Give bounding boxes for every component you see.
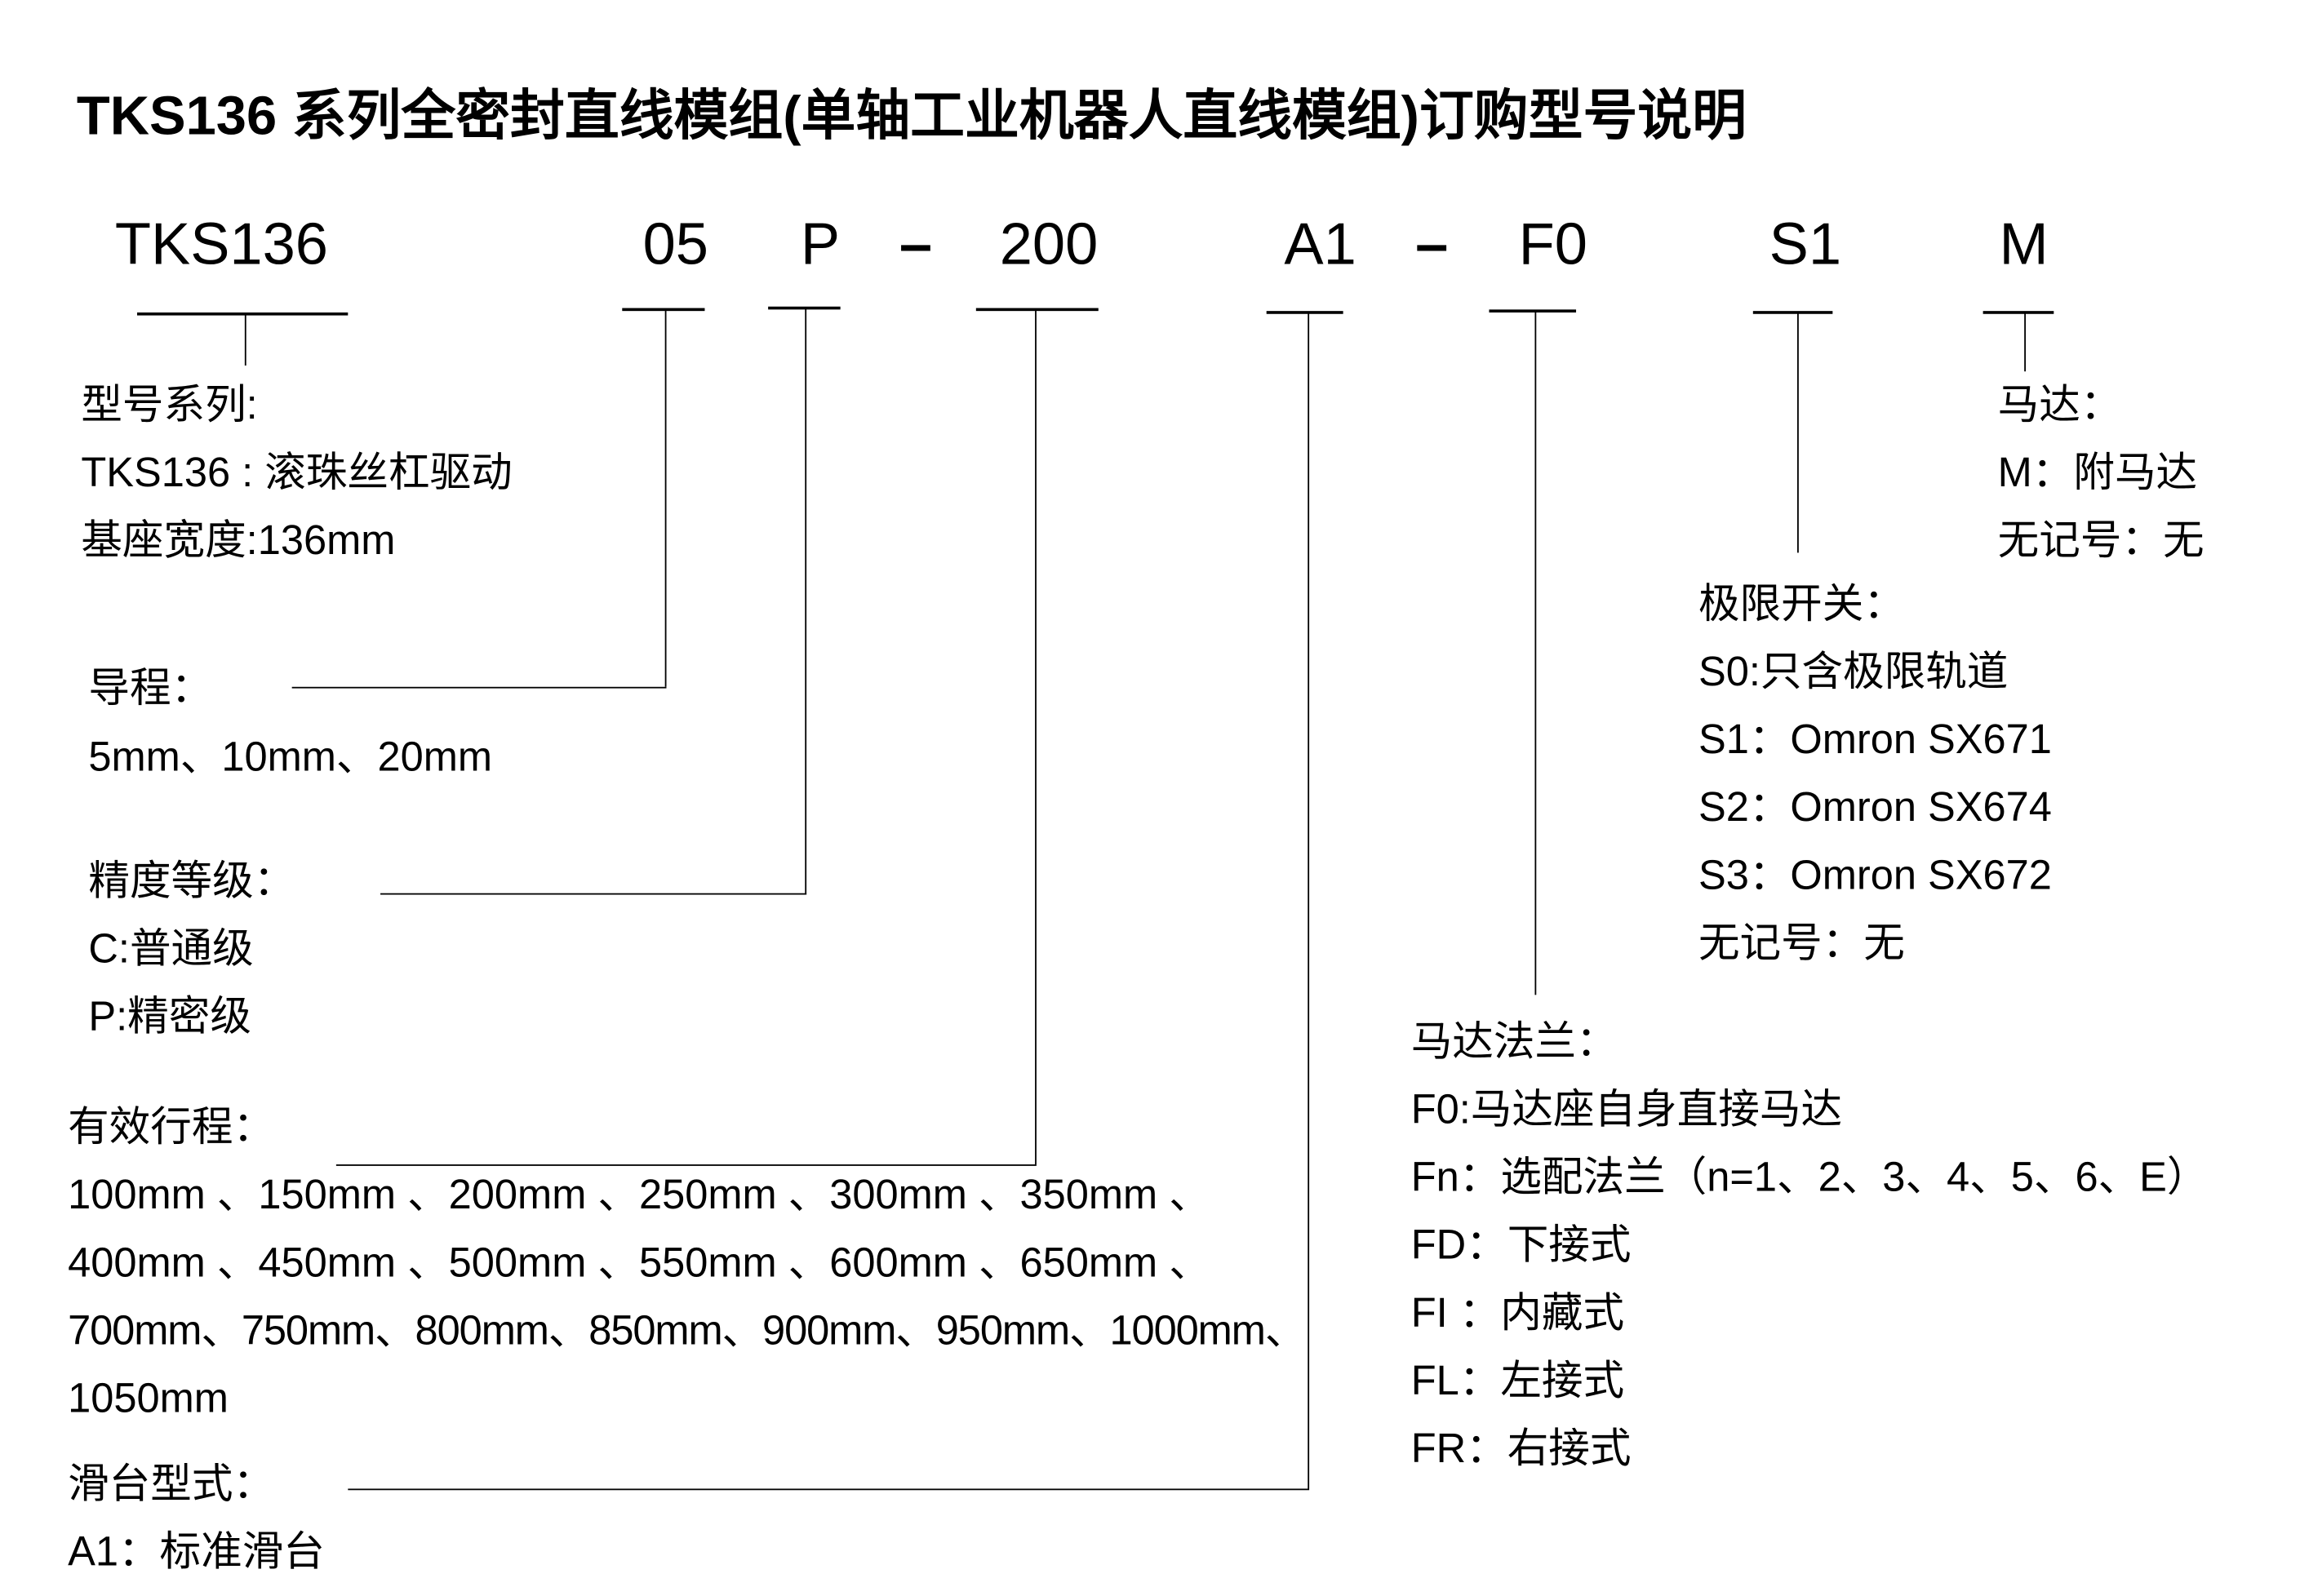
code-motor: M [1999,212,2049,277]
connector-flange [1534,311,1537,995]
underline-switch [1752,311,1833,314]
page-title: TKS136 系列全密封直线模组(单轴工业机器人直线模组)订购型号说明 [76,85,1747,146]
connector-slide-h [348,1488,1310,1491]
switch-option-none: 无记号：无 [1698,920,1905,966]
lead-heading: 导程： [88,664,213,711]
precision-option-c: C:普通级 [88,925,254,972]
motor-option-m: M：附马达 [1997,449,2198,495]
connector-precision-v [805,308,807,895]
flange-heading: 马达法兰： [1410,1018,1618,1065]
switch-heading: 极限开关： [1698,580,1905,627]
flange-option-fr: FR：右接式 [1410,1425,1632,1471]
series-option: TKS136 : 滚珠丝杠驱动 [81,449,513,495]
connector-lead-v [664,309,667,687]
flange-option-f0: F0:马达座自身直接马达 [1410,1086,1843,1133]
precision-option-p: P:精密级 [88,993,251,1040]
underline-motor [1983,311,2054,314]
code-stroke: 200 [999,212,1099,277]
slide-option: A1：标准滑台 [68,1528,325,1575]
connector-motor [2024,312,2026,372]
slide-heading: 滑台型式： [68,1461,275,1507]
flange-option-fn: Fn：选配法兰（n=1、2、3、4、5、6、E） [1410,1154,2209,1200]
stroke-heading: 有效行程： [68,1103,275,1150]
underline-flange [1489,309,1577,313]
code-flange: F0 [1518,212,1587,277]
connector-stroke-v [1035,309,1037,1165]
switch-option-s2: S2：Omron SX674 [1698,784,2052,831]
connector-precision-h [380,893,807,895]
code-slide: A1 [1284,212,1356,277]
connector-stroke-h [335,1164,1037,1166]
code-lead: 05 [642,212,708,277]
stroke-options-2: 400mm 、450mm 、500mm 、550mm 、600mm 、650mm… [68,1239,1210,1286]
code-switch: S1 [1769,212,1842,277]
underline-lead [622,308,705,312]
underline-stroke [975,308,1099,312]
switch-option-s0: S0:只含极限轨道 [1698,648,2009,694]
stroke-options-4: 1050mm [68,1375,229,1421]
connector-switch [1797,312,1799,553]
connector-series [244,313,246,366]
switch-option-s1: S1：Omron SX671 [1698,716,2052,762]
code-series: TKS136 [114,212,328,277]
underline-precision [768,306,841,310]
underline-series [136,312,349,316]
lead-options: 5mm、10mm、20mm [88,734,492,780]
connector-slide-v [1308,312,1310,1489]
stroke-options-1: 100mm 、150mm 、200mm 、250mm 、300mm 、350mm… [68,1172,1210,1218]
underline-slide [1266,311,1343,314]
code-precision: P [800,212,841,277]
series-heading: 型号系列: [81,381,258,428]
flange-option-fd: FD：下接式 [1410,1221,1632,1268]
motor-option-none: 无记号：无 [1997,517,2205,564]
code-dash-1: – [899,212,933,277]
code-dash-2: – [1415,212,1449,277]
flange-option-fi: FI ：内藏式 [1410,1289,1625,1336]
connector-lead-h [291,686,667,689]
flange-option-fl: FL：左接式 [1410,1357,1625,1403]
motor-heading: 马达： [1997,381,2122,428]
series-width: 基座宽度:136mm [81,517,396,564]
switch-option-s3: S3：Omron SX672 [1698,852,2052,898]
precision-heading: 精度等级： [88,858,295,904]
stroke-options-3: 700mm、750mm、800mm、850mm、900mm、950mm、1000… [68,1307,1306,1354]
